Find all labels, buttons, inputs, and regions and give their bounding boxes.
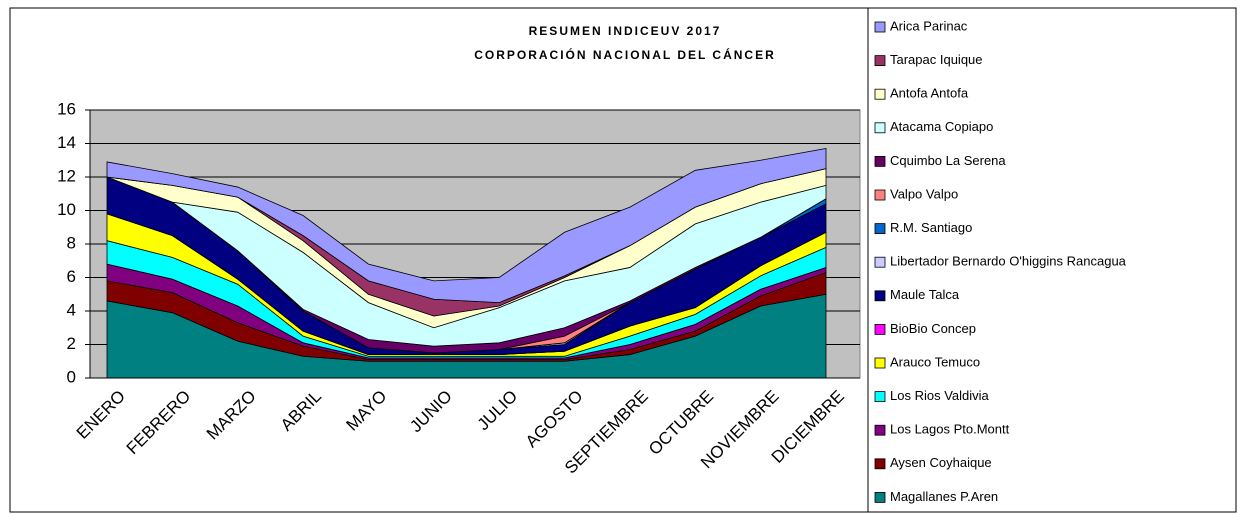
legend-label: Tarapac Iquique: [890, 52, 983, 67]
y-tick-label: 2: [67, 334, 76, 353]
legend-swatch: [874, 290, 886, 302]
legend-swatch: [874, 424, 886, 436]
legend-label: Atacama Copiapo: [890, 119, 993, 134]
area: [106, 148, 827, 304]
legend-label: Los Lagos Pto.Montt: [890, 422, 1010, 437]
legend-swatch: [874, 491, 886, 503]
legend-label: BioBio Concep: [890, 321, 976, 336]
legend-swatch: [874, 391, 886, 403]
legend-swatch: [874, 458, 886, 470]
y-tick-label: 14: [57, 133, 76, 152]
legend-label: Arica Parinac: [890, 18, 968, 33]
legend-label: Cquimbo La Serena: [890, 153, 1006, 168]
legend-swatch: [874, 357, 886, 369]
legend-label: Magallanes P.Aren: [890, 489, 998, 504]
legend-label: Maule Talca: [890, 287, 960, 302]
legend-swatch: [874, 122, 886, 134]
legend-swatch: [874, 189, 886, 201]
legend-label: Aysen Coyhaique: [890, 455, 992, 470]
legend-label: Arauco Temuco: [890, 354, 980, 369]
legend-label: R.M. Santiago: [890, 220, 972, 235]
legend-label: Antofa Antofa: [890, 86, 969, 101]
y-tick-label: 8: [67, 233, 76, 252]
chart-subtitle: CORPORACIÓN NACIONAL DEL CÁNCER: [474, 47, 776, 62]
legend-swatch: [874, 88, 886, 100]
legend-label: Libertador Bernardo O'higgins Rancagua: [890, 254, 1127, 269]
legend-box: [867, 7, 1237, 513]
chart-title: RESUMEN INDICEUV 2017: [529, 24, 722, 38]
legend-swatch: [874, 256, 886, 268]
y-tick-label: 10: [57, 200, 76, 219]
legend-label: Los Rios Valdivia: [890, 388, 990, 403]
legend-swatch: [874, 223, 886, 235]
y-tick-label: 4: [67, 300, 76, 319]
y-tick-label: 6: [67, 267, 76, 286]
legend-swatch: [874, 323, 886, 335]
legend-swatch: [874, 21, 886, 33]
y-tick-label: 0: [67, 367, 76, 386]
legend-swatch: [874, 55, 886, 66]
y-tick-label: 16: [57, 99, 76, 118]
legend-label: Valpo Valpo: [890, 186, 958, 201]
y-tick-label: 12: [57, 166, 76, 185]
legend-swatch: [874, 155, 886, 167]
